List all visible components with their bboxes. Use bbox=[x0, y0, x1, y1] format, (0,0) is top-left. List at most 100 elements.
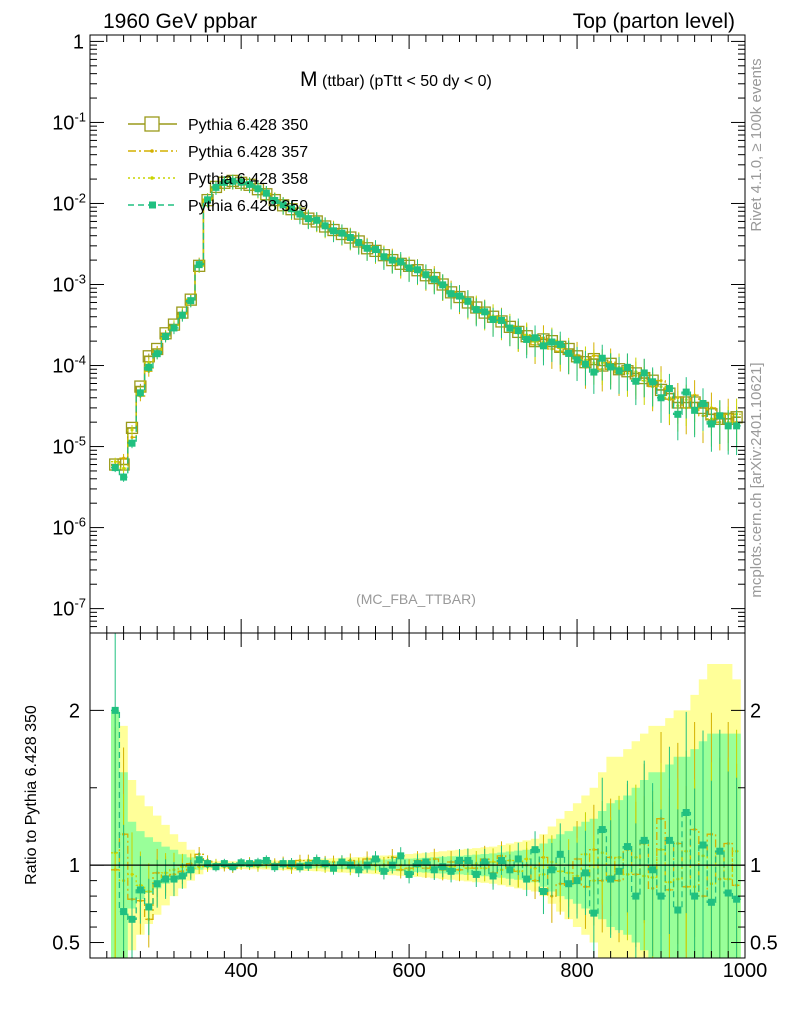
ratio-y-tick-label: 1 bbox=[69, 855, 80, 877]
data-marker bbox=[699, 399, 707, 407]
ratio-marker bbox=[707, 898, 715, 906]
data-marker bbox=[195, 261, 203, 269]
tick-base: 10 bbox=[52, 193, 74, 215]
ratio-marker bbox=[414, 860, 421, 868]
ratio-marker bbox=[724, 889, 732, 897]
data-marker bbox=[472, 306, 480, 314]
data-marker bbox=[464, 297, 472, 305]
ratio-marker bbox=[573, 877, 581, 885]
data-marker bbox=[724, 422, 732, 430]
data-marker bbox=[279, 201, 287, 209]
data-marker bbox=[288, 205, 296, 213]
data-marker bbox=[573, 356, 581, 364]
tick-exponent: -6 bbox=[74, 515, 86, 530]
legend-label: Pythia 6.428 358 bbox=[188, 171, 308, 188]
ratio-marker bbox=[220, 860, 228, 868]
ratio-y-axis-label: Ratio to Pythia 6.428 350 bbox=[23, 705, 40, 885]
ratio-band-layer bbox=[111, 664, 741, 958]
ratio-y-tick-label: 0.5 bbox=[52, 933, 80, 955]
data-marker bbox=[372, 246, 380, 254]
data-marker bbox=[304, 215, 312, 223]
plot-title-sub: (ttbar) (pTtt < 50 dy < 0) bbox=[322, 73, 492, 90]
data-marker bbox=[170, 324, 178, 332]
data-marker bbox=[422, 271, 430, 279]
data-marker bbox=[220, 178, 228, 186]
x-tick-label: 800 bbox=[560, 960, 593, 982]
data-marker bbox=[363, 244, 371, 252]
ratio-marker bbox=[590, 909, 598, 917]
mcplots-credit-label: mcplots.cern.ch [arXiv:2401.10621] bbox=[748, 362, 765, 597]
data-marker bbox=[254, 185, 262, 193]
data-marker bbox=[649, 378, 657, 386]
data-marker bbox=[246, 180, 254, 188]
data-marker bbox=[548, 338, 556, 346]
data-marker bbox=[539, 342, 547, 350]
data-marker bbox=[430, 275, 438, 283]
data-marker bbox=[187, 297, 195, 305]
ratio-axes: 0.5 0.5 1 1 2 2 400 600 800 1000 bbox=[52, 632, 778, 982]
ratio-marker bbox=[533, 866, 537, 870]
ratio-series-359 bbox=[111, 633, 741, 958]
ratio-marker bbox=[296, 863, 304, 871]
data-marker bbox=[212, 183, 220, 191]
ratio-marker bbox=[598, 826, 606, 834]
ratio-panel: 0.5 0.5 1 1 2 2 400 600 800 1000 Ratio to Pythia … bbox=[23, 632, 778, 982]
main-axes: 110-110-210-310-410-510-610-7 bbox=[52, 31, 746, 634]
ratio-marker bbox=[649, 866, 657, 874]
ratio-marker bbox=[514, 855, 522, 863]
x-tick-label: 400 bbox=[224, 960, 257, 982]
ratio-marker bbox=[120, 908, 128, 916]
main-y-tick-label: 10-6 bbox=[52, 515, 86, 540]
data-marker bbox=[338, 229, 346, 237]
ratio-marker bbox=[691, 892, 699, 900]
ratio-marker bbox=[204, 860, 212, 868]
ratio-marker bbox=[455, 857, 463, 864]
data-marker bbox=[489, 315, 497, 323]
data-marker bbox=[204, 196, 212, 204]
ratio-marker bbox=[187, 866, 195, 874]
plot-title-main: M bbox=[300, 68, 318, 91]
legend-entry-359: Pythia 6.428 359 bbox=[128, 198, 308, 215]
x-tick-label: 1000 bbox=[723, 960, 768, 982]
ratio-marker bbox=[506, 866, 514, 874]
legend-entry-350: Pythia 6.428 350 bbox=[128, 116, 308, 134]
tick-exponent: -4 bbox=[74, 353, 86, 368]
ratio-y-tick-label-right: 0.5 bbox=[750, 933, 778, 955]
ratio-marker bbox=[665, 836, 673, 844]
data-marker bbox=[122, 466, 126, 470]
data-marker bbox=[136, 389, 144, 397]
ratio-marker bbox=[699, 841, 707, 849]
tick-exponent: -5 bbox=[74, 434, 86, 449]
data-marker bbox=[229, 177, 237, 185]
legend-label: Pythia 6.428 350 bbox=[188, 117, 308, 134]
data-marker bbox=[707, 420, 715, 428]
ratio-marker bbox=[523, 875, 531, 883]
data-marker bbox=[113, 460, 117, 464]
data-marker bbox=[455, 292, 463, 300]
ratio-marker bbox=[525, 857, 529, 861]
ratio-y-tick-label-right: 2 bbox=[750, 700, 761, 722]
ratio-marker bbox=[481, 858, 489, 866]
ratio-marker bbox=[581, 869, 589, 877]
x-tick-label: 600 bbox=[392, 960, 425, 982]
data-marker bbox=[674, 410, 682, 418]
legend-label: Pythia 6.428 357 bbox=[188, 144, 308, 161]
ratio-marker bbox=[355, 866, 363, 874]
tick-base: 10 bbox=[52, 112, 74, 134]
legend-marker bbox=[150, 176, 154, 180]
main-y-tick-label: 10-2 bbox=[52, 190, 86, 215]
data-marker bbox=[590, 368, 598, 376]
main-y-tick-label: 10-4 bbox=[52, 353, 86, 378]
tick-base: 10 bbox=[52, 518, 74, 540]
data-marker bbox=[581, 360, 589, 368]
data-marker bbox=[145, 363, 153, 371]
data-marker bbox=[607, 363, 615, 371]
ratio-marker bbox=[372, 855, 380, 863]
legend: Pythia 6.428 350 Pythia 6.428 357 Pythia 6… bbox=[128, 116, 308, 215]
ratio-marker bbox=[271, 863, 279, 871]
ratio-marker bbox=[447, 867, 455, 875]
ratio-marker bbox=[338, 858, 346, 866]
ratio-marker bbox=[640, 836, 648, 844]
ratio-marker bbox=[288, 860, 296, 868]
tick-exponent: -2 bbox=[74, 190, 86, 205]
